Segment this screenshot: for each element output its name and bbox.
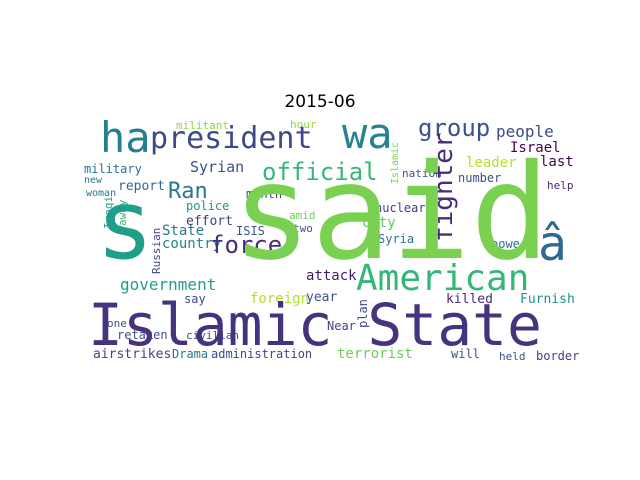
word-islamic-state: Islamic State — [88, 291, 542, 359]
word-islamic: Islamic — [390, 142, 401, 184]
word-said: said — [232, 136, 550, 290]
word-fighter: fighter — [429, 132, 459, 242]
word-amid: amid — [289, 209, 316, 222]
word-american: American — [356, 258, 529, 299]
word-border: border — [536, 349, 579, 363]
word-two: two — [293, 222, 313, 235]
word-â: â — [538, 216, 567, 272]
word-country: country — [162, 236, 221, 252]
word-nuclear: nuclear — [375, 201, 426, 215]
word-one: one — [107, 317, 127, 330]
word-leader: leader — [466, 155, 517, 171]
word-israel: Israel — [510, 140, 561, 156]
word-airstrikes: airstrikes — [93, 347, 171, 362]
word-government: government — [120, 275, 216, 294]
word-effort: effort — [186, 214, 233, 229]
word-drama: Drama — [172, 347, 208, 361]
word-group: group — [418, 114, 490, 142]
word-terrorist: terrorist — [337, 346, 413, 362]
word-people: people — [496, 122, 554, 141]
word-killed: killed — [446, 292, 493, 307]
word-power: power — [491, 237, 527, 251]
word-iraqi: Iraqi — [102, 196, 115, 229]
chart-title: 2015-06 — [284, 92, 356, 112]
word-attack: attack — [306, 268, 357, 284]
word-president: president — [150, 121, 313, 156]
word-isis: ISIS — [236, 224, 265, 238]
word-help: help — [547, 179, 574, 192]
word-wa: wa — [342, 109, 393, 158]
word-retaken: retaken — [117, 328, 168, 342]
word-near: Near — [327, 319, 356, 333]
word-held: held — [499, 350, 526, 363]
word-civilian: civilian — [186, 329, 239, 342]
word-syria: Syria — [378, 232, 414, 246]
word-new: new — [84, 175, 103, 186]
word-number: number — [458, 171, 501, 185]
word-s: s — [96, 169, 154, 281]
word-away: away — [116, 199, 129, 226]
word-last: last — [540, 154, 574, 170]
word-official: official — [262, 158, 378, 186]
word-say: say — [184, 292, 206, 306]
word-woman: woman — [86, 188, 116, 199]
word-administration: administration — [211, 347, 312, 361]
word-will: will — [451, 347, 480, 361]
word-hour: hour — [290, 118, 317, 131]
word-state: State — [162, 223, 204, 239]
word-report: report — [118, 179, 165, 194]
word-ran: Ran — [168, 179, 208, 204]
word-police: police — [186, 199, 229, 213]
word-military: military — [84, 162, 142, 176]
word-ha: ha — [100, 113, 151, 162]
word-year: year — [306, 290, 337, 305]
word-month: month — [246, 187, 282, 201]
word-nation: nation — [402, 167, 442, 180]
word-russian: Russian — [150, 228, 163, 274]
word-syrian: Syrian — [190, 158, 244, 176]
word-city: city — [362, 215, 396, 231]
word-foreign: foreign — [250, 291, 309, 307]
word-force: force — [210, 231, 282, 259]
word-furnish: Furnish — [520, 292, 575, 307]
word-plan: plan — [356, 299, 370, 328]
word-militant: militant — [176, 119, 229, 132]
